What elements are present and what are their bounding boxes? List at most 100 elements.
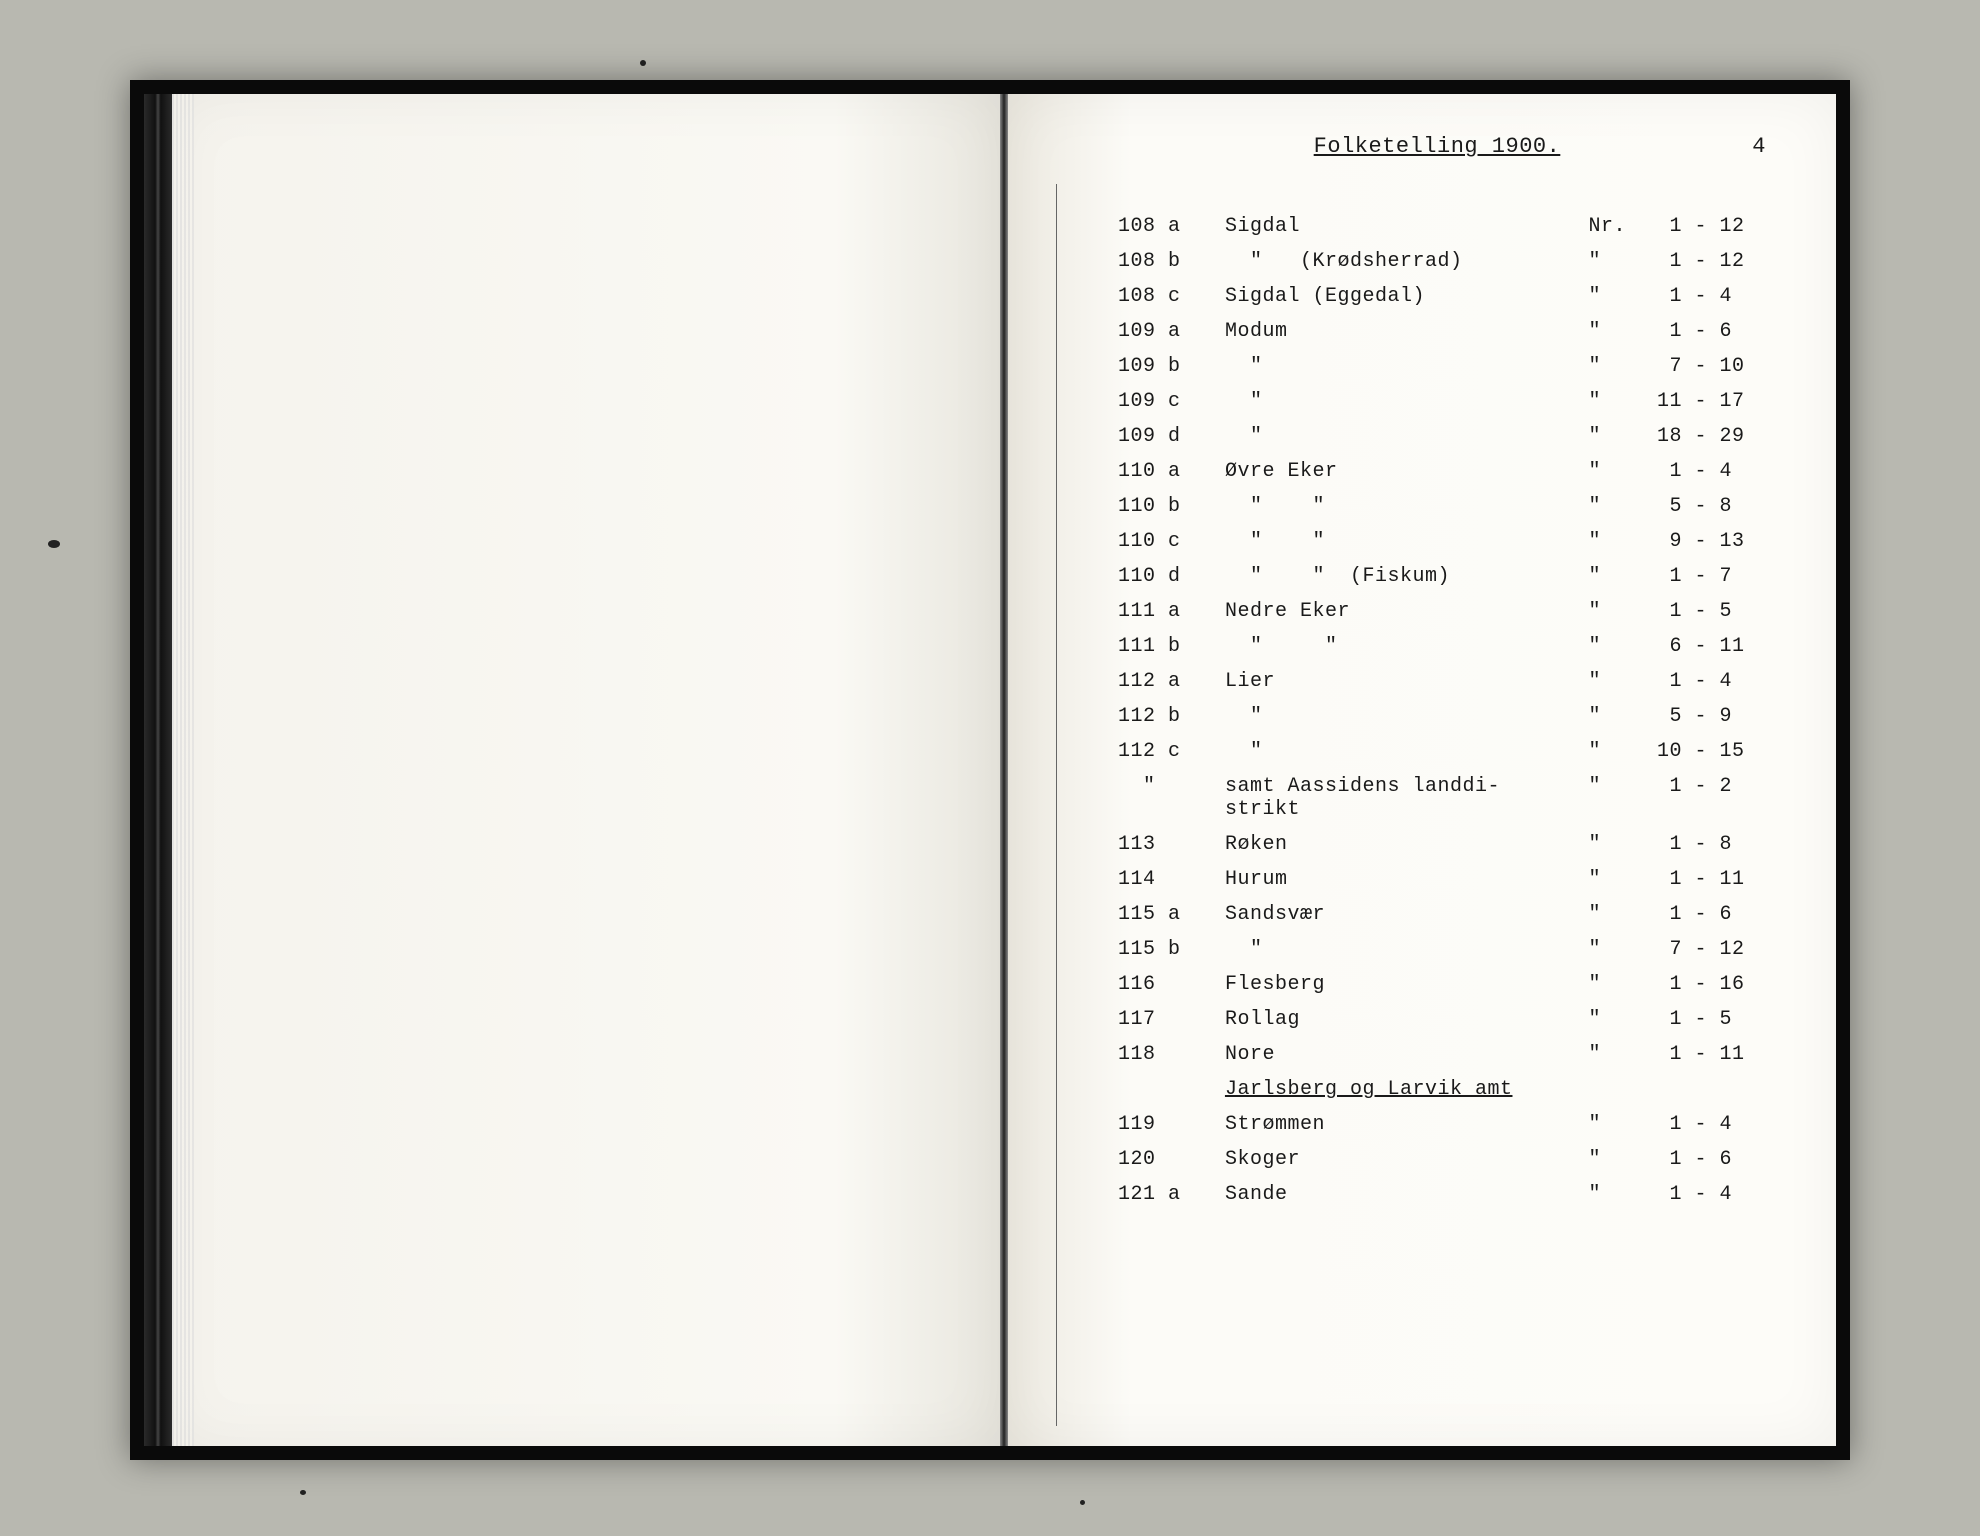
entry-name: Røken: [1225, 827, 1589, 862]
entry-name: Hurum: [1225, 862, 1589, 897]
entry-range: 10 - 15: [1657, 734, 1796, 769]
entry-nr-label: ": [1589, 1177, 1657, 1212]
entry-range: 5 - 8: [1657, 489, 1796, 524]
entry-name: ": [1225, 349, 1589, 384]
entry-range: 1 - 5: [1657, 594, 1796, 629]
entry-nr-label: ": [1589, 769, 1657, 827]
entry-code: 108 b: [1118, 244, 1225, 279]
entry-name: Lier: [1225, 664, 1589, 699]
entry-nr-label: ": [1589, 827, 1657, 862]
entry-code: 110 c: [1118, 524, 1225, 559]
entry-nr-label: ": [1589, 664, 1657, 699]
entry-name: " ": [1225, 629, 1589, 664]
entry-name: " ": [1225, 524, 1589, 559]
entry-code: 110 d: [1118, 559, 1225, 594]
entry-range: 1 - 4: [1657, 1107, 1796, 1142]
entry-nr-label: ": [1589, 1107, 1657, 1142]
table-row: 112 c ""10 - 15: [1118, 734, 1796, 769]
entry-name: ": [1225, 932, 1589, 967]
entry-name: ": [1225, 699, 1589, 734]
entry-code: 115 a: [1118, 897, 1225, 932]
entry-range: 1 - 5: [1657, 1002, 1796, 1037]
entry-nr-label: ": [1589, 524, 1657, 559]
entry-nr-label: ": [1589, 1142, 1657, 1177]
entry-nr-label: ": [1589, 454, 1657, 489]
entry-nr-label: ": [1589, 932, 1657, 967]
entry-range: 1 - 2: [1657, 769, 1796, 827]
entry-nr-label: ": [1589, 279, 1657, 314]
entry-name: samt Aassidens landdi- strikt: [1225, 769, 1589, 827]
entry-range: 1 - 12: [1657, 209, 1796, 244]
entry-code: 111 b: [1118, 629, 1225, 664]
entry-name: Strømmen: [1225, 1107, 1589, 1142]
entry-code: 119: [1118, 1107, 1225, 1142]
entry-range: 1 - 4: [1657, 279, 1796, 314]
entry-name: ": [1225, 384, 1589, 419]
table-row: 121 aSande" 1 - 4: [1118, 1177, 1796, 1212]
entry-nr-label: Nr.: [1589, 209, 1657, 244]
entry-name: Sigdal: [1225, 209, 1589, 244]
left-page: [172, 94, 1000, 1446]
entry-code: 108 c: [1118, 279, 1225, 314]
table-row: 120Skoger" 1 - 6: [1118, 1142, 1796, 1177]
left-margin-rule: [1056, 184, 1057, 1426]
book-spine-left: [144, 94, 172, 1446]
entry-range: 1 - 6: [1657, 1142, 1796, 1177]
entry-nr-label: ": [1589, 419, 1657, 454]
table-row: 108 cSigdal (Eggedal)" 1 - 4: [1118, 279, 1796, 314]
entry-range: 1 - 11: [1657, 862, 1796, 897]
table-row: 114Hurum" 1 - 11: [1118, 862, 1796, 897]
entry-name: " " (Fiskum): [1225, 559, 1589, 594]
entry-code: 112 b: [1118, 699, 1225, 734]
entry-code: 109 b: [1118, 349, 1225, 384]
entry-range: 1 - 6: [1657, 897, 1796, 932]
entry-name: Nedre Eker: [1225, 594, 1589, 629]
table-row: 109 d ""18 - 29: [1118, 419, 1796, 454]
table-row: 115 aSandsvær" 1 - 6: [1118, 897, 1796, 932]
entry-nr-label: ": [1589, 559, 1657, 594]
table-row: 109 b "" 7 - 10: [1118, 349, 1796, 384]
entry-nr-label: ": [1589, 967, 1657, 1002]
table-row: 110 c " "" 9 - 13: [1118, 524, 1796, 559]
entry-code: 114: [1118, 862, 1225, 897]
section-title: Jarlsberg og Larvik amt: [1225, 1072, 1589, 1107]
table-row: 118Nore" 1 - 11: [1118, 1037, 1796, 1072]
entry-range: 11 - 17: [1657, 384, 1796, 419]
entry-name: Sande: [1225, 1177, 1589, 1212]
table-row: "samt Aassidens landdi- strikt" 1 - 2: [1118, 769, 1796, 827]
entry-range: 1 - 7: [1657, 559, 1796, 594]
table-row: 109 c ""11 - 17: [1118, 384, 1796, 419]
table-row: 117Rollag" 1 - 5: [1118, 1002, 1796, 1037]
page-content: Folketelling 1900. 4 108 aSigdalNr. 1 - …: [1098, 134, 1776, 1406]
table-row: 110 b " "" 5 - 8: [1118, 489, 1796, 524]
entry-range: 1 - 6: [1657, 314, 1796, 349]
entry-code: 111 a: [1118, 594, 1225, 629]
document-title: Folketelling 1900.: [1314, 134, 1561, 159]
entry-range: 9 - 13: [1657, 524, 1796, 559]
entry-code: 117: [1118, 1002, 1225, 1037]
entry-nr-label: ": [1589, 699, 1657, 734]
entry-name: Sigdal (Eggedal): [1225, 279, 1589, 314]
entry-code: 120: [1118, 1142, 1225, 1177]
entry-nr-label: ": [1589, 244, 1657, 279]
entry-range: 7 - 12: [1657, 932, 1796, 967]
entry-nr-label: ": [1589, 862, 1657, 897]
page-number: 4: [1752, 134, 1766, 159]
table-row: 108 b " (Krødsherrad)" 1 - 12: [1118, 244, 1796, 279]
entry-range: 18 - 29: [1657, 419, 1796, 454]
entry-code: 109 a: [1118, 314, 1225, 349]
index-table: 108 aSigdalNr. 1 - 12108 b " (Krødsherra…: [1118, 209, 1796, 1212]
center-gutter: [1000, 94, 1008, 1446]
entry-range: 1 - 8: [1657, 827, 1796, 862]
table-row: 111 aNedre Eker" 1 - 5: [1118, 594, 1796, 629]
entry-code: 108 a: [1118, 209, 1225, 244]
entry-range: 1 - 16: [1657, 967, 1796, 1002]
entry-nr-label: ": [1589, 349, 1657, 384]
entry-code: 115 b: [1118, 932, 1225, 967]
table-row: 111 b " "" 6 - 11: [1118, 629, 1796, 664]
entry-code: 110 b: [1118, 489, 1225, 524]
table-row: 109 aModum" 1 - 6: [1118, 314, 1796, 349]
table-row: 116Flesberg" 1 - 16: [1118, 967, 1796, 1002]
entry-nr-label: ": [1589, 594, 1657, 629]
entry-code: ": [1118, 769, 1225, 827]
